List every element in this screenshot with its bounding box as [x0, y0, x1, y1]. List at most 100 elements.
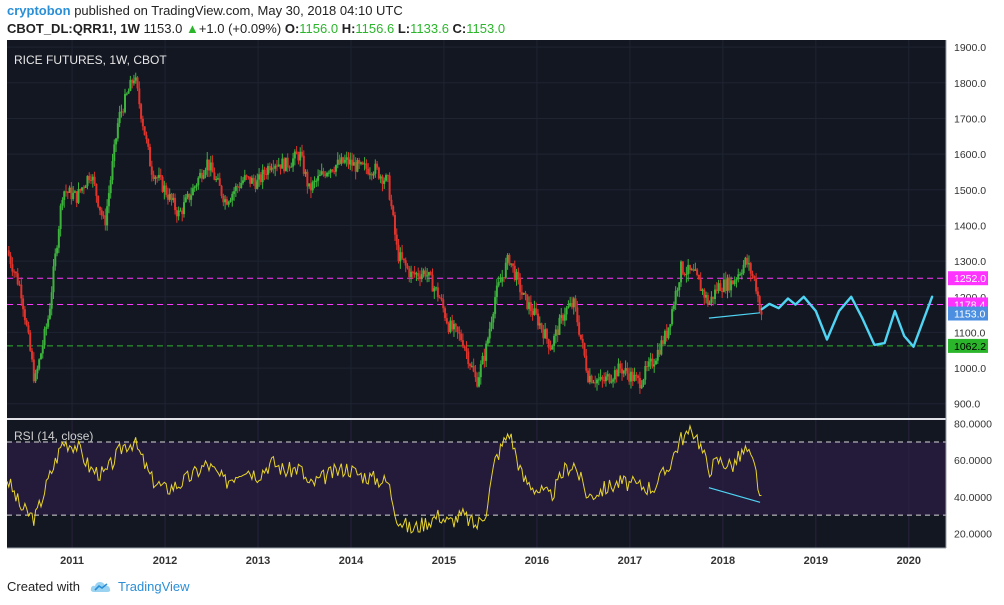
candle-body	[517, 271, 520, 278]
candle-body	[41, 345, 44, 354]
candle-body	[168, 193, 171, 200]
price-tick-label: 1900.0	[954, 42, 986, 54]
rsi-band	[7, 441, 946, 516]
candle-body	[381, 176, 384, 184]
candle-body	[685, 274, 688, 276]
candle-body	[399, 252, 402, 262]
candle-body	[554, 329, 557, 336]
author-link[interactable]: cryptobon	[7, 3, 71, 18]
candle-body	[542, 329, 545, 339]
candle-body	[179, 210, 182, 212]
candle-body	[638, 378, 641, 389]
candle-body	[202, 174, 205, 179]
candle-body	[234, 186, 237, 192]
up-arrow-icon: ▲	[185, 21, 199, 36]
candle-body	[386, 175, 389, 177]
candle-body	[692, 269, 695, 271]
candle-body	[570, 303, 573, 308]
candle-body	[304, 171, 307, 174]
candle-body	[458, 331, 461, 334]
candle-body	[701, 289, 704, 292]
candle-body	[551, 345, 554, 350]
candle-body	[503, 277, 506, 279]
candle-body	[329, 169, 332, 173]
candle-body	[36, 368, 39, 374]
candle-body	[186, 193, 189, 198]
candle-body	[674, 290, 677, 305]
candle-body	[225, 199, 228, 205]
candle-body	[680, 261, 683, 283]
chart-title: RICE FUTURES, 1W, CBOT	[14, 53, 167, 67]
candle-body	[252, 177, 255, 182]
candle-body	[499, 281, 502, 283]
x-tick-label: 2011	[60, 555, 84, 567]
candle-body	[174, 197, 177, 211]
candle-body	[124, 94, 127, 113]
candle-body	[624, 367, 627, 371]
published-text: published on TradingView.com, May 30, 20…	[74, 3, 403, 18]
tradingview-link[interactable]: TradingView	[117, 579, 190, 594]
candle-body	[233, 191, 236, 194]
high-value: 1156.6	[355, 21, 395, 36]
x-tick-label: 2015	[432, 555, 456, 567]
candle-body	[621, 368, 624, 374]
candle-body	[200, 172, 203, 179]
candle-body	[243, 175, 246, 181]
candle-body	[199, 172, 202, 178]
candle-body	[43, 328, 46, 346]
candle-body	[358, 160, 361, 164]
candle-body	[275, 165, 278, 167]
candle-body	[372, 173, 375, 176]
candle-body	[436, 287, 439, 298]
candle-body	[84, 186, 87, 188]
candle-body	[267, 165, 270, 175]
candle-body	[730, 280, 733, 291]
candle-body	[306, 171, 309, 187]
candle-body	[449, 320, 452, 333]
candle-body	[513, 265, 516, 281]
candle-body	[533, 308, 536, 315]
candle-body	[63, 191, 66, 201]
candle-body	[703, 289, 706, 298]
candle-body	[511, 263, 514, 266]
candle-body	[617, 363, 620, 377]
candle-body	[118, 111, 121, 124]
candle-body	[143, 126, 146, 136]
candle-body	[109, 180, 112, 194]
candle-body	[474, 371, 477, 378]
candle-body	[165, 185, 168, 195]
chart-canvas[interactable]: 2011 2012 2013 2014 2015 2016 2017 2018 2019 2020…	[0, 40, 1004, 578]
candle-body	[377, 167, 380, 179]
candle-body	[390, 199, 393, 207]
x-tick-label: 2014	[339, 555, 364, 567]
candle-body	[481, 355, 484, 365]
candle-body	[229, 200, 232, 202]
candle-body	[644, 366, 647, 380]
candle-body	[681, 261, 684, 274]
quote-line: CBOT_DL:QRR1!, 1W 1153.0 ▲+1.0 (+0.09%) …	[7, 21, 505, 36]
candle-body	[537, 313, 540, 326]
candle-body	[315, 180, 318, 182]
candle-body	[690, 269, 693, 271]
price-tick-label: 1600.0	[954, 149, 986, 161]
candle-body	[132, 80, 135, 84]
projection-curve	[760, 295, 934, 348]
candle-body	[642, 379, 645, 386]
candle-body	[334, 165, 337, 172]
candle-body	[683, 273, 686, 276]
candle-body	[272, 167, 275, 169]
candle-body	[293, 151, 296, 159]
candle-body	[247, 176, 250, 178]
candle-body	[61, 200, 64, 206]
candle-body	[170, 193, 173, 201]
candle-body	[460, 333, 463, 341]
candle-body	[392, 206, 395, 216]
candle-body	[549, 347, 552, 350]
created-with-label: Created with	[7, 579, 80, 594]
candle-body	[579, 334, 582, 339]
candle-body	[120, 111, 123, 113]
candle-body	[388, 175, 391, 200]
candle-body	[338, 159, 341, 164]
candle-body	[295, 151, 298, 155]
candle-body	[220, 185, 223, 196]
